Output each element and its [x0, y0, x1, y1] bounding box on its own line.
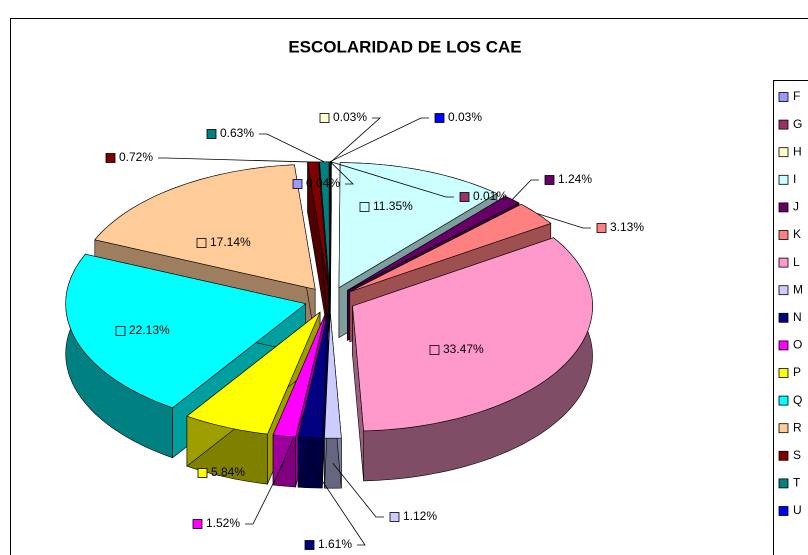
- label-key: [304, 540, 315, 550]
- legend-key: [778, 202, 789, 213]
- data-label: 0.04%: [306, 176, 340, 190]
- legend-label: J: [793, 200, 799, 214]
- pie-slice: [65, 253, 307, 409]
- pie-slice: [324, 313, 342, 439]
- legend-key: [778, 312, 789, 323]
- legend-label: F: [793, 89, 800, 103]
- data-label: 0.63%: [220, 126, 254, 140]
- legend-label: I: [793, 172, 796, 186]
- data-label: 22.13%: [129, 323, 170, 337]
- pie-slice: [186, 311, 321, 435]
- data-label: 1.61%: [318, 537, 352, 551]
- label-key: [196, 238, 207, 248]
- data-label: 0.03%: [333, 110, 367, 124]
- legend-key: [778, 395, 789, 406]
- leader-line: [332, 462, 384, 518]
- legend-key: [778, 147, 789, 158]
- data-label: 1.24%: [558, 172, 592, 186]
- legend-key: [778, 450, 789, 461]
- leader-line: [330, 117, 382, 163]
- pie-slice: [347, 195, 520, 291]
- data-label: 0.01%: [473, 189, 507, 203]
- label-key: [292, 179, 303, 189]
- label-key: [359, 202, 370, 212]
- legend-key: [778, 230, 789, 240]
- chart-title: ESCOLARIDAD DE LOS CAE: [288, 37, 521, 56]
- pie-slice: [352, 237, 593, 432]
- legend-label: S: [793, 448, 801, 462]
- data-label: 5.84%: [211, 465, 245, 479]
- leader-line: [158, 157, 314, 163]
- legend-label: H: [793, 144, 802, 158]
- legend-label: G: [793, 117, 802, 131]
- data-label: 33.47%: [443, 342, 484, 356]
- legend-label: U: [793, 503, 802, 517]
- pie-slice: [349, 203, 552, 293]
- leader-line: [511, 179, 539, 200]
- data-label: 17.14%: [210, 235, 251, 249]
- leader-line: [259, 133, 325, 163]
- label-key: [596, 223, 607, 233]
- pie-slice: [297, 313, 329, 439]
- label-key: [105, 153, 116, 163]
- legend-key: [778, 92, 789, 102]
- legend-label: L: [793, 255, 800, 269]
- legend-key: [778, 174, 789, 185]
- label-key: [319, 113, 330, 123]
- pie-slice: [272, 312, 326, 438]
- legend-label: P: [793, 365, 801, 379]
- legend-label: R: [793, 420, 802, 434]
- data-label: 11.35%: [373, 199, 413, 213]
- leader-line: [536, 213, 591, 229]
- legend-label: K: [793, 227, 801, 241]
- legend-label: M: [793, 282, 803, 296]
- pie-slice: [94, 164, 316, 290]
- label-key: [197, 468, 208, 478]
- legend-key: [778, 119, 789, 130]
- label-key: [115, 326, 126, 336]
- data-label: 0.03%: [448, 110, 482, 124]
- legend-key: [778, 506, 789, 516]
- legend-key: [778, 423, 789, 434]
- legend-key: [778, 368, 789, 378]
- leader-line: [330, 161, 454, 198]
- legend-key: [778, 340, 789, 351]
- legend-key: [778, 257, 789, 268]
- label-key: [429, 345, 440, 355]
- label-key: [192, 519, 203, 529]
- label-key: [389, 512, 400, 522]
- leader-line: [329, 117, 429, 163]
- data-label: 1.52%: [206, 516, 240, 530]
- label-key: [459, 192, 470, 202]
- leader-line: [309, 462, 366, 546]
- leader-line: [245, 460, 285, 525]
- legend-label: T: [793, 476, 801, 490]
- pie-slice: [338, 162, 498, 289]
- label-key: [544, 175, 555, 185]
- legend-label: O: [793, 338, 802, 352]
- label-key: [206, 129, 217, 139]
- data-label: 3.13%: [610, 220, 644, 234]
- legend-label: N: [793, 310, 802, 324]
- legend-key: [778, 285, 789, 296]
- data-label: 1.12%: [403, 509, 437, 523]
- legend-label: Q: [793, 393, 802, 407]
- legend-key: [778, 478, 789, 489]
- slice-tops: [65, 161, 593, 439]
- label-key: [434, 113, 445, 123]
- leader-line: [330, 161, 354, 185]
- data-label: 0.72%: [119, 150, 153, 164]
